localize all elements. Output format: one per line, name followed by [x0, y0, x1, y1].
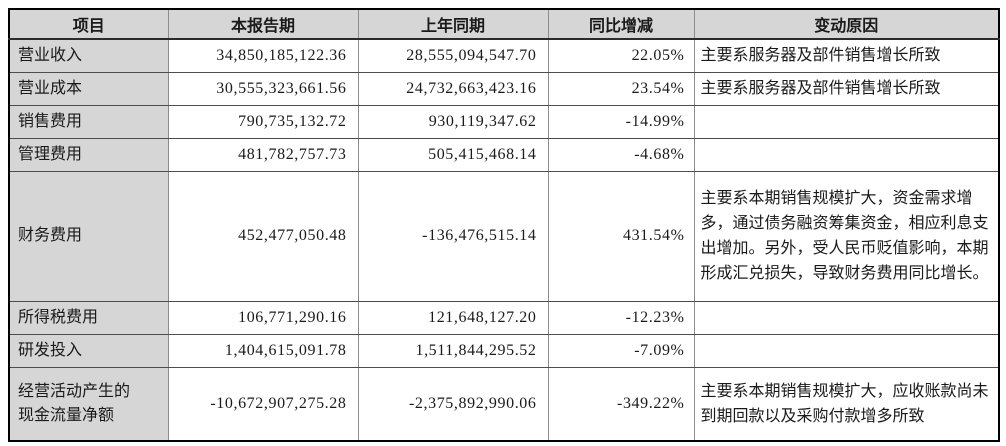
cell-change-reason	[693, 300, 1000, 335]
cell-yoy-change: 431.54%	[547, 170, 695, 302]
cell-prior-period: -136,476,515.14	[357, 170, 549, 302]
cell-prior-period: 121,648,127.20	[357, 300, 549, 335]
cell-current-period: -10,672,907,275.28	[167, 366, 359, 442]
cell-yoy-change: 23.54%	[547, 71, 695, 106]
cell-yoy-change: 22.05%	[547, 38, 695, 73]
cell-change-reason: 主要系服务器及部件销售增长所致	[693, 71, 1000, 106]
col-header-change-reason: 变动原因	[693, 8, 1000, 40]
cell-change-reason	[693, 333, 1000, 368]
cell-prior-period: -2,375,892,990.06	[357, 366, 549, 442]
cell-yoy-change: -349.22%	[547, 366, 695, 442]
cell-item: 研发投入	[8, 333, 169, 368]
cell-change-reason: 主要系本期销售规模扩大，应收账款尚未到期回款以及采购付款增多所致	[693, 366, 1000, 442]
col-header-prior-period: 上年同期	[357, 8, 549, 40]
cell-change-reason	[693, 137, 1000, 172]
col-header-item: 项目	[8, 8, 169, 40]
table-row: 经营活动产生的现金流量净额 -10,672,907,275.28 -2,375,…	[8, 366, 1000, 442]
table-row: 研发投入 1,404,615,091.78 1,511,844,295.52 -…	[8, 333, 1000, 368]
table-row: 销售费用 790,735,132.72 930,119,347.62 -14.9…	[8, 104, 1000, 139]
cell-item: 营业收入	[8, 38, 169, 73]
cell-prior-period: 930,119,347.62	[357, 104, 549, 139]
cell-yoy-change: -4.68%	[547, 137, 695, 172]
cell-prior-period: 28,555,094,547.70	[357, 38, 549, 73]
cell-current-period: 1,404,615,091.78	[167, 333, 359, 368]
cell-prior-period: 24,732,663,423.16	[357, 71, 549, 106]
cell-current-period: 106,771,290.16	[167, 300, 359, 335]
cell-yoy-change: -12.23%	[547, 300, 695, 335]
cell-yoy-change: -7.09%	[547, 333, 695, 368]
cell-prior-period: 1,511,844,295.52	[357, 333, 549, 368]
table-header: 项目 本报告期 上年同期 同比增减 变动原因	[8, 8, 1000, 40]
table-row: 管理费用 481,782,757.73 505,415,468.14 -4.68…	[8, 137, 1000, 172]
cell-current-period: 452,477,050.48	[167, 170, 359, 302]
cell-item: 所得税费用	[8, 300, 169, 335]
table-row: 营业收入 34,850,185,122.36 28,555,094,547.70…	[8, 38, 1000, 73]
table-row: 营业成本 30,555,323,661.56 24,732,663,423.16…	[8, 71, 1000, 106]
cell-change-reason: 主要系本期销售规模扩大，资金需求增多，通过债务融资筹集资金，相应利息支出增加。另…	[693, 170, 1000, 302]
cell-item: 管理费用	[8, 137, 169, 172]
col-header-yoy-change: 同比增减	[547, 8, 695, 40]
cell-item: 销售费用	[8, 104, 169, 139]
cell-change-reason	[693, 104, 1000, 139]
table-row: 财务费用 452,477,050.48 -136,476,515.14 431.…	[8, 170, 1000, 302]
header-row: 项目 本报告期 上年同期 同比增减 变动原因	[8, 8, 1000, 40]
cell-current-period: 790,735,132.72	[167, 104, 359, 139]
cell-current-period: 30,555,323,661.56	[167, 71, 359, 106]
cell-item: 营业成本	[8, 71, 169, 106]
cell-prior-period: 505,415,468.14	[357, 137, 549, 172]
cell-current-period: 34,850,185,122.36	[167, 38, 359, 73]
cell-yoy-change: -14.99%	[547, 104, 695, 139]
col-header-current-period: 本报告期	[167, 8, 359, 40]
cell-current-period: 481,782,757.73	[167, 137, 359, 172]
financial-comparison-table: 项目 本报告期 上年同期 同比增减 变动原因 营业收入 34,850,185,1…	[8, 8, 1000, 442]
table-body: 营业收入 34,850,185,122.36 28,555,094,547.70…	[8, 38, 1000, 442]
cell-change-reason: 主要系服务器及部件销售增长所致	[693, 38, 1000, 73]
cell-item: 经营活动产生的现金流量净额	[8, 366, 169, 442]
cell-item: 财务费用	[8, 170, 169, 302]
table-row: 所得税费用 106,771,290.16 121,648,127.20 -12.…	[8, 300, 1000, 335]
